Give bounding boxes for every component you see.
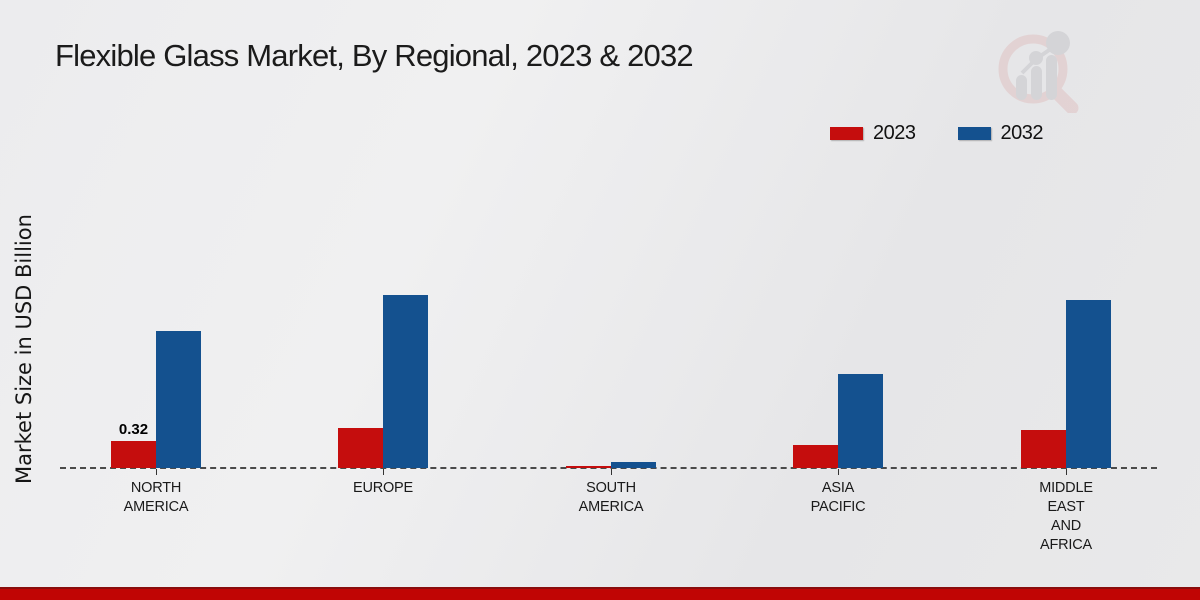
chart-title: Flexible Glass Market, By Regional, 2023… [55, 38, 694, 73]
x-axis-tick [611, 469, 612, 475]
bar-2023-middle-east-and-africa [1021, 430, 1066, 468]
bar-2023-europe [338, 428, 383, 468]
x-axis-tick [383, 469, 384, 475]
bar-2023-asia-pacific [793, 445, 838, 468]
bar-chart-glyph [1016, 31, 1070, 100]
bar-value-label: 0.32 [118, 420, 149, 438]
category-label-north-america: NORTH AMERICA [123, 480, 189, 515]
legend-label-2023: 2023 [873, 122, 916, 144]
bar-2032-europe [383, 294, 428, 468]
category-label-south-america: SOUTH AMERICA [578, 480, 644, 515]
bar-2032-asia-pacific [838, 374, 883, 468]
footer-red-stripe [0, 587, 1200, 600]
bar-2032-middle-east-and-africa [1066, 300, 1111, 468]
legend-swatch-2023 [830, 127, 863, 140]
legend-item-2023: 2023 [830, 122, 916, 145]
bar-2032-south-america [611, 462, 656, 468]
category-label-europe: EUROPE [352, 480, 414, 496]
bar-2023-north-america [111, 440, 156, 468]
x-axis-tick [1066, 469, 1067, 475]
bar-2032-north-america [156, 331, 201, 468]
x-axis-baseline [60, 467, 1157, 469]
legend: 2023 2032 [830, 122, 1043, 145]
x-axis-tick [156, 469, 157, 475]
legend-label-2032: 2032 [1000, 122, 1044, 144]
market-research-future-logo [998, 31, 1079, 113]
bar-2023-south-america [566, 466, 611, 468]
category-label-middle-east-and-africa: MIDDLE EAST AND AFRICA [1039, 480, 1093, 553]
x-axis-tick [838, 469, 839, 475]
legend-swatch-2032 [957, 127, 991, 140]
magnifier-icon [998, 34, 1079, 113]
legend-item-2032: 2032 [957, 122, 1044, 145]
category-label-asia-pacific: ASIA PACIFIC [810, 480, 866, 515]
